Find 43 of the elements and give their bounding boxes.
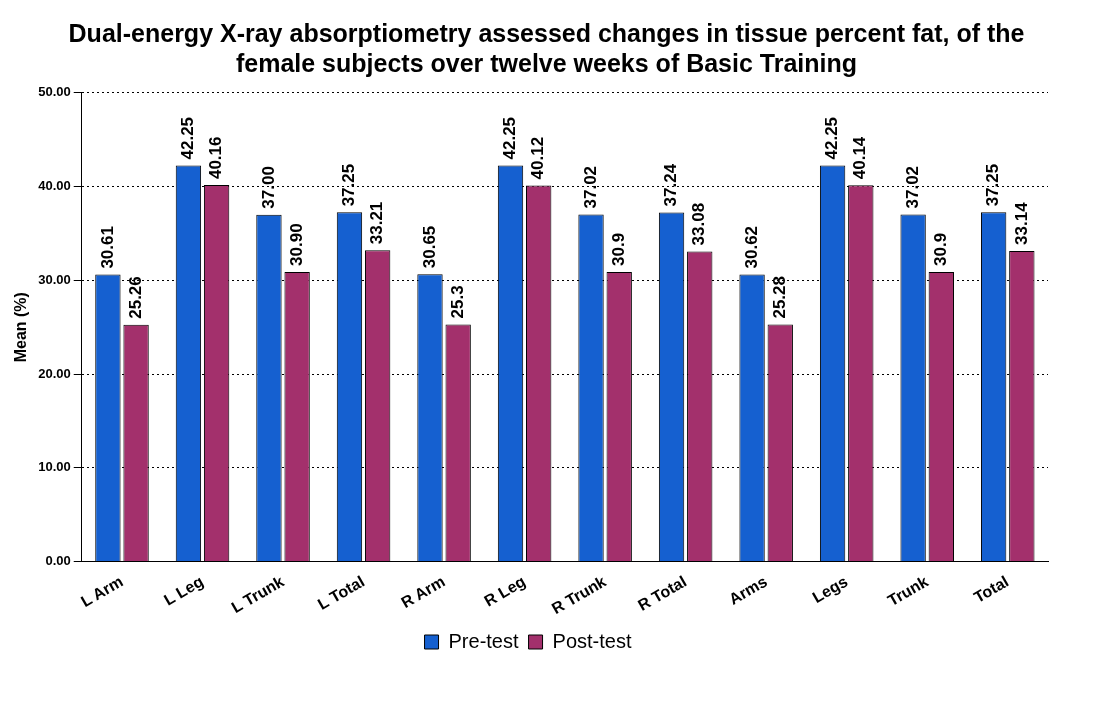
data-label: 37.24 (661, 163, 681, 207)
y-tick-label: 10.00 (38, 459, 71, 475)
data-label: 40.12 (528, 136, 548, 180)
x-tick-label: Arms (725, 572, 770, 608)
x-tick-label: L Arm (77, 572, 126, 610)
data-label: 37.00 (258, 166, 278, 209)
data-label: 30.62 (741, 225, 761, 269)
data-label: 40.16 (206, 136, 226, 180)
y-tick-label: 0.00 (45, 553, 71, 569)
data-label: 37.25 (983, 163, 1003, 207)
data-label: 42.25 (178, 116, 198, 160)
chart-title: Dual-energy X-ray absorptiometry assessed changes in tissue percent fat, of the female subjects over twelve weeks of Basic Training (67, 18, 1026, 79)
y-tick-label: 20.00 (38, 365, 71, 381)
x-tick-label: Legs (809, 572, 851, 606)
data-label: 30.90 (286, 223, 306, 266)
legend-label: Post-test (552, 629, 632, 652)
data-label: 37.02 (902, 165, 922, 209)
y-tick-label: 50.00 (38, 84, 71, 100)
data-label: 30.65 (419, 225, 439, 269)
x-tick-label: R Arm (398, 572, 448, 612)
data-label: 42.25 (822, 116, 842, 160)
legend-label: Pre-test (448, 629, 519, 652)
y-axis-title: Mean (%) (12, 292, 30, 363)
data-label: 33.14 (1011, 201, 1031, 245)
data-label: 37.02 (580, 165, 600, 209)
x-tick-label: L Leg (161, 572, 207, 609)
x-tick-label: Total (970, 572, 1012, 606)
x-tick-label: R Leg (481, 572, 529, 610)
data-label: 30.9 (608, 232, 628, 266)
data-label: 33.08 (689, 202, 709, 246)
y-tick-label: 40.00 (38, 178, 71, 194)
data-label: 25.3 (447, 285, 467, 319)
data-label: 25.28 (769, 276, 789, 319)
data-label: 33.21 (367, 201, 387, 245)
x-tick-label: L Total (314, 572, 368, 613)
x-tick-label: R Total (634, 572, 690, 614)
data-label: 30.61 (97, 226, 117, 269)
data-label: 40.14 (850, 136, 870, 180)
data-label: 25.26 (125, 276, 145, 319)
data-label: 37.25 (339, 163, 359, 207)
y-tick-label: 30.00 (38, 271, 71, 287)
data-label: 42.25 (500, 116, 520, 160)
data-label: 30.9 (931, 232, 950, 266)
